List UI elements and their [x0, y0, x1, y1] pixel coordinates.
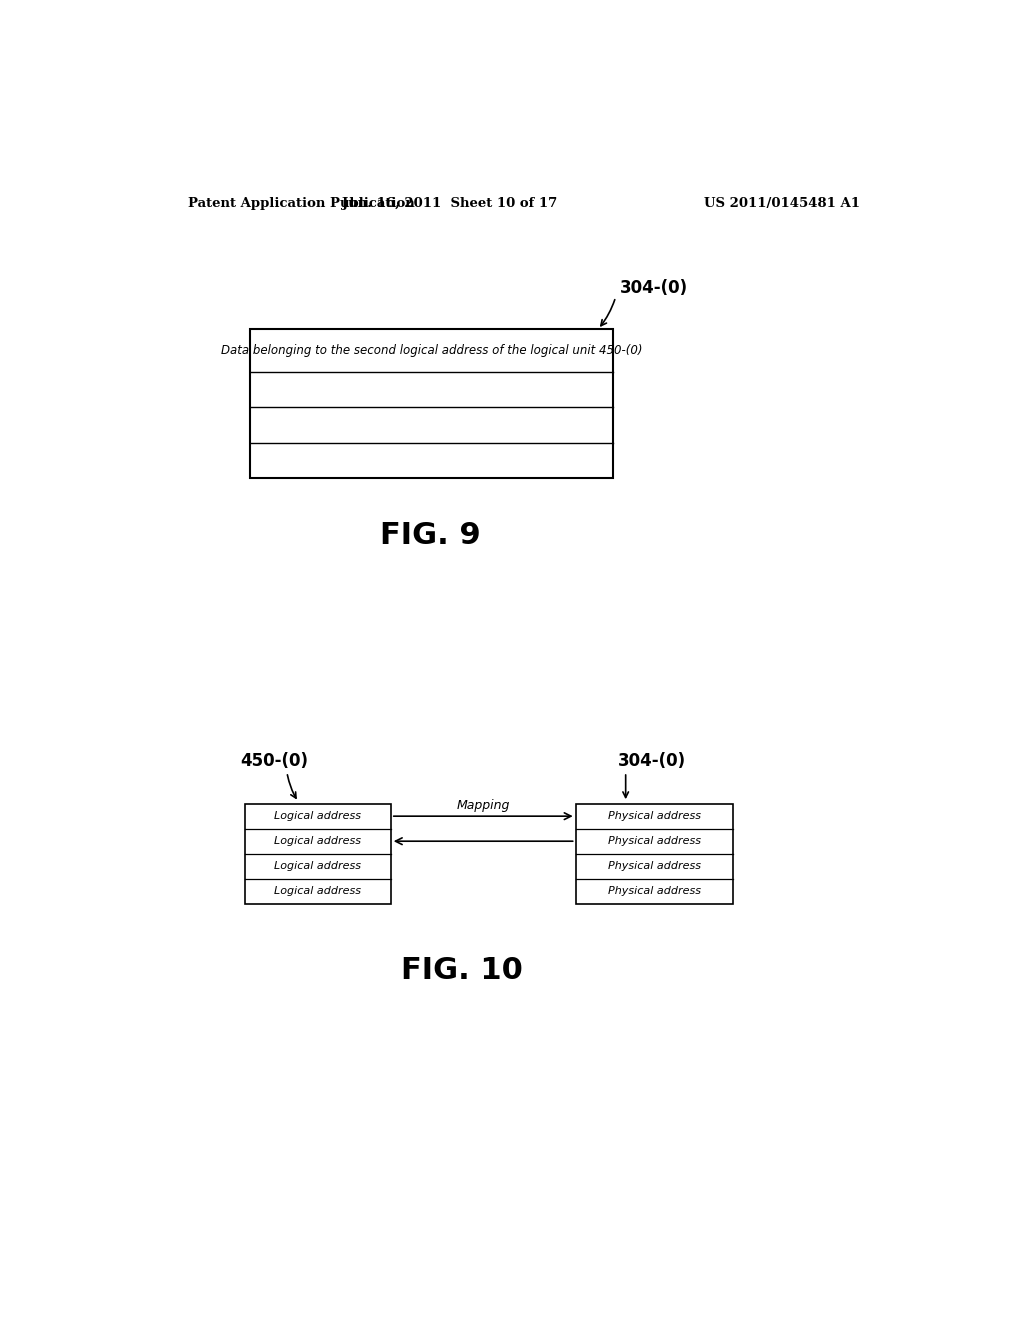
FancyArrowPatch shape	[393, 813, 571, 820]
Text: Physical address: Physical address	[608, 861, 701, 871]
Text: Logical address: Logical address	[274, 861, 361, 871]
Bar	[575, 804, 733, 904]
Text: Jun. 16, 2011  Sheet 10 of 17: Jun. 16, 2011 Sheet 10 of 17	[342, 197, 558, 210]
Text: US 2011/0145481 A1: US 2011/0145481 A1	[705, 197, 860, 210]
FancyArrowPatch shape	[395, 838, 572, 845]
Text: Mapping: Mapping	[457, 799, 510, 812]
Text: FIG. 9: FIG. 9	[381, 521, 481, 550]
Text: 304-(0): 304-(0)	[617, 752, 686, 771]
Text: Physical address: Physical address	[608, 886, 701, 896]
Text: 304-(0): 304-(0)	[620, 279, 688, 297]
Text: Patent Application Publication: Patent Application Publication	[188, 197, 415, 210]
Text: FIG. 10: FIG. 10	[400, 956, 522, 985]
Bar	[250, 330, 613, 478]
Text: Physical address: Physical address	[608, 812, 701, 821]
FancyArrowPatch shape	[288, 775, 296, 799]
Text: Logical address: Logical address	[274, 812, 361, 821]
FancyArrowPatch shape	[601, 300, 614, 326]
Text: Physical address: Physical address	[608, 836, 701, 846]
Text: Logical address: Logical address	[274, 836, 361, 846]
Text: Data belonging to the second logical address of the logical unit 450-(0): Data belonging to the second logical add…	[221, 345, 642, 356]
Bar	[245, 804, 391, 904]
FancyArrowPatch shape	[623, 775, 629, 797]
Text: Logical address: Logical address	[274, 886, 361, 896]
Text: 450-(0): 450-(0)	[241, 752, 308, 771]
